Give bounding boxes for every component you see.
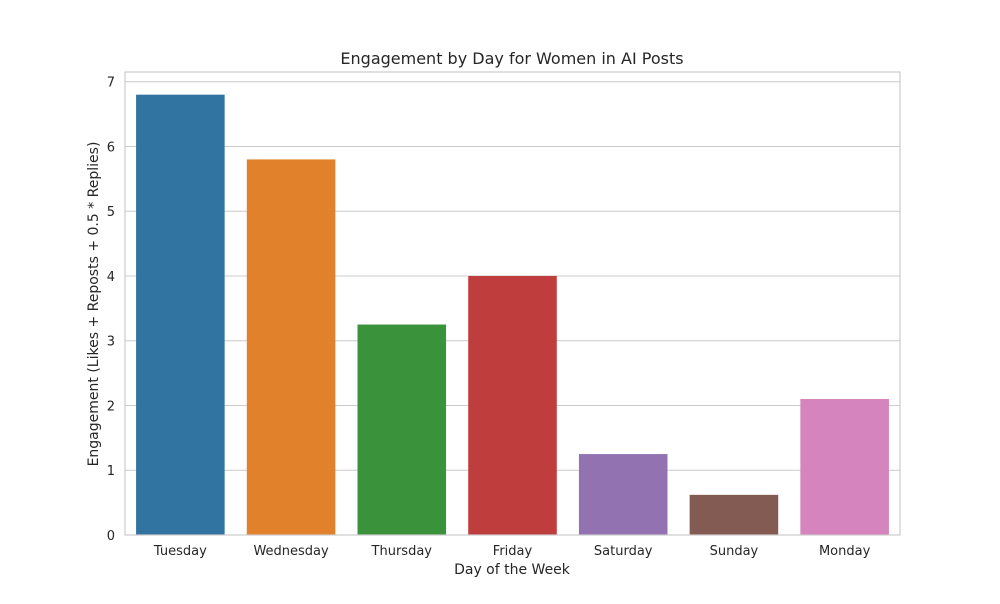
x-tick-label: Thursday xyxy=(371,544,433,559)
y-tick-label: 4 xyxy=(107,270,115,285)
y-tick-label: 6 xyxy=(107,140,115,155)
x-tick-label: Sunday xyxy=(710,544,759,559)
bar-sunday xyxy=(689,494,779,535)
x-tick-label: Tuesday xyxy=(153,544,207,559)
y-tick-label: 7 xyxy=(107,76,115,91)
bar-monday xyxy=(800,399,889,535)
y-axis-label: Engagement (Likes + Reposts + 0.5 * Repl… xyxy=(86,142,102,467)
y-tick-label: 5 xyxy=(107,205,115,220)
x-tick-label: Friday xyxy=(493,544,533,559)
bar-thursday xyxy=(357,324,447,535)
x-axis-ticks: Tuesday Wednesday Thursday Friday Saturday Su… xyxy=(153,544,871,559)
chart-title: Engagement by Day for Women in AI Posts xyxy=(340,49,683,68)
bar-tuesday xyxy=(136,94,225,535)
plot-frame xyxy=(124,71,901,536)
y-tick-label: 1 xyxy=(107,464,115,479)
bar-wednesday xyxy=(246,159,336,535)
x-tick-label: Monday xyxy=(819,544,871,559)
bars xyxy=(136,94,889,535)
y-tick-label: 2 xyxy=(107,399,115,414)
y-axis-ticks: 0 1 2 3 4 5 6 7 xyxy=(107,76,115,544)
x-axis-label: Day of the Week xyxy=(454,562,571,578)
y-tick-label: 0 xyxy=(107,529,115,544)
bar-saturday xyxy=(578,454,668,535)
bar-friday xyxy=(468,275,557,535)
y-tick-label: 3 xyxy=(107,335,115,350)
x-tick-label: Saturday xyxy=(594,544,653,559)
x-tick-label: Wednesday xyxy=(253,544,329,559)
